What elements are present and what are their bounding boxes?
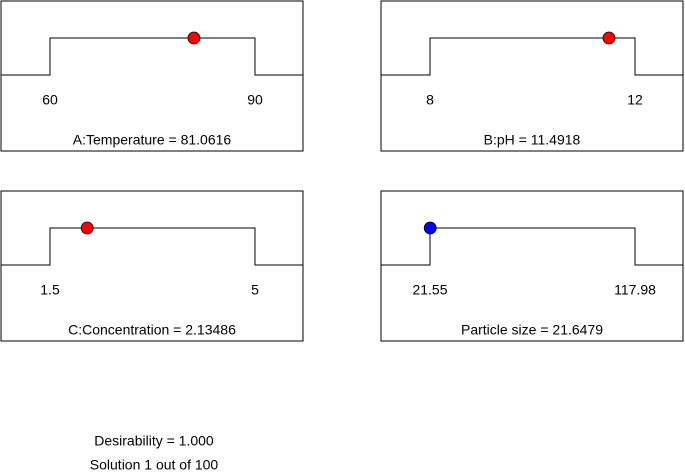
x-tick-label: 117.98 <box>614 282 656 298</box>
value-label: A:Temperature = 81.0616 <box>73 132 232 148</box>
x-tick-label: 60 <box>42 92 58 108</box>
x-tick-label: 1.5 <box>40 282 60 298</box>
value-marker <box>423 221 437 235</box>
footer-solution: Solution 1 out of 100 <box>90 457 219 473</box>
panel-frame <box>0 190 304 342</box>
value-label: C:Concentration = 2.13486 <box>68 322 236 338</box>
value-marker <box>602 31 616 45</box>
x-tick-label: 21.55 <box>412 282 447 298</box>
ramp <box>381 37 683 76</box>
panel-frame <box>0 0 304 152</box>
panel-frame <box>380 0 684 152</box>
x-tick-label: 90 <box>247 92 263 108</box>
x-tick-label: 12 <box>627 92 643 108</box>
ramp <box>381 227 683 266</box>
footer-desirability: Desirability = 1.000 <box>94 433 214 449</box>
value-marker <box>80 221 94 235</box>
x-tick-label: 5 <box>251 282 259 298</box>
value-marker <box>187 31 201 45</box>
ramp <box>1 37 303 76</box>
value-label: Particle size = 21.6479 <box>461 322 603 338</box>
ramp <box>1 227 303 266</box>
x-tick-label: 8 <box>426 92 434 108</box>
panel-frame <box>380 190 684 342</box>
value-label: B:pH = 11.4918 <box>484 132 581 148</box>
